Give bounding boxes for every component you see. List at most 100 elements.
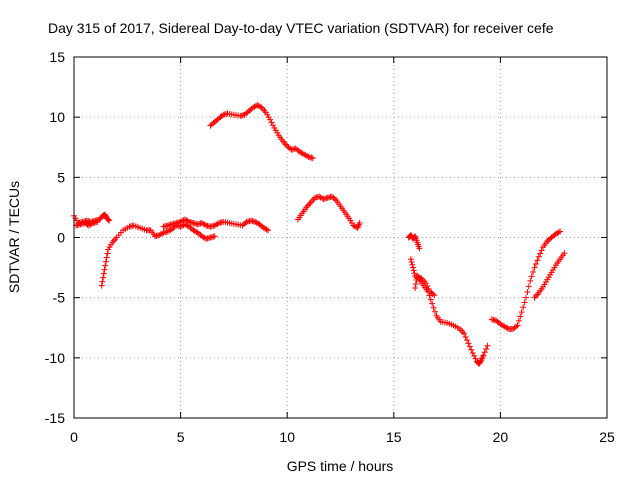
data-point [555, 229, 562, 236]
data-point [429, 300, 436, 307]
y-tick-label: 0 [57, 230, 65, 246]
data-point [410, 267, 417, 274]
series-seg8 [412, 273, 438, 299]
data-point [100, 270, 107, 277]
data-point [263, 226, 270, 233]
series-seg1b [73, 218, 101, 229]
data-point [409, 264, 416, 271]
y-tick-label: -10 [45, 350, 65, 366]
data-point [101, 266, 108, 273]
data-point [105, 216, 112, 223]
data-point [465, 340, 472, 347]
data-point [528, 273, 535, 280]
data-point [102, 262, 109, 269]
data-point [477, 358, 484, 365]
data-points [71, 102, 568, 367]
x-tick-label: 5 [177, 429, 185, 445]
data-point [557, 228, 564, 235]
data-point [407, 256, 414, 263]
data-point [469, 350, 476, 357]
data-point [483, 346, 490, 353]
data-point [268, 119, 275, 126]
data-point [424, 283, 431, 290]
series-seg3 [160, 216, 272, 234]
data-point [100, 274, 107, 281]
data-point [471, 352, 478, 359]
data-point [525, 283, 532, 290]
data-point [484, 342, 491, 349]
data-point [269, 122, 276, 129]
data-point [422, 280, 429, 287]
plot-frame [73, 56, 608, 419]
series-seg2 [98, 221, 218, 289]
data-point [514, 322, 521, 329]
data-point [429, 291, 436, 298]
data-point [304, 153, 311, 160]
data-point [411, 270, 418, 277]
data-point [103, 254, 110, 261]
data-point [524, 289, 531, 296]
data-point [356, 220, 363, 227]
x-tick-label: 25 [599, 429, 615, 445]
y-axis-label: SDTVAR / TECUs [6, 181, 22, 293]
data-point [520, 304, 527, 311]
x-tick-label: 20 [493, 429, 509, 445]
data-point [412, 285, 419, 292]
data-point [412, 281, 419, 288]
data-point [411, 234, 418, 241]
data-point [532, 260, 539, 267]
series-seg9 [488, 228, 564, 332]
series-seg10 [531, 250, 568, 301]
grid [73, 56, 608, 419]
x-tick-label: 15 [386, 429, 402, 445]
x-axis-label: GPS time / hours [287, 458, 394, 474]
data-point [408, 258, 415, 265]
data-point [480, 352, 487, 359]
data-point [522, 294, 529, 301]
data-point [468, 346, 475, 353]
data-point [462, 333, 469, 340]
data-point [537, 250, 544, 257]
data-point [513, 323, 520, 330]
data-point [535, 253, 542, 260]
data-point [531, 264, 538, 271]
data-point [98, 282, 105, 289]
data-point [184, 218, 191, 225]
x-tick-label: 0 [70, 429, 78, 445]
data-point [211, 233, 218, 240]
data-point [265, 227, 272, 234]
data-point [472, 355, 479, 362]
data-point [466, 343, 473, 350]
data-point [409, 261, 416, 268]
data-point [515, 317, 522, 324]
data-point [561, 250, 568, 257]
series-seg6 [405, 232, 423, 252]
data-point [538, 247, 545, 254]
y-tick-label: 10 [49, 109, 65, 125]
data-point [461, 330, 468, 337]
data-point [425, 285, 432, 292]
tick-labels: 0 5 10 15 20 25 -15 -10 -5 0 5 10 15 [45, 49, 615, 445]
data-point [331, 195, 338, 202]
data-point [527, 277, 534, 284]
y-tick-label: -5 [53, 290, 66, 306]
data-point [430, 304, 437, 311]
chart-title: Day 315 of 2017, Sidereal Day-to-day VTE… [48, 20, 554, 36]
data-point [413, 277, 420, 284]
data-point [521, 299, 528, 306]
data-point [416, 245, 423, 252]
data-point [534, 257, 541, 264]
data-point [159, 230, 166, 237]
y-tick-label: 5 [57, 169, 65, 185]
data-point [201, 221, 208, 228]
y-tick-label: 15 [49, 49, 65, 65]
data-point [518, 309, 525, 316]
data-point [99, 278, 106, 285]
data-point [106, 217, 113, 224]
x-tick-label: 10 [279, 429, 295, 445]
data-point [432, 308, 439, 315]
data-point [214, 220, 221, 227]
y-tick-label: -15 [45, 410, 65, 426]
data-point [94, 218, 101, 225]
